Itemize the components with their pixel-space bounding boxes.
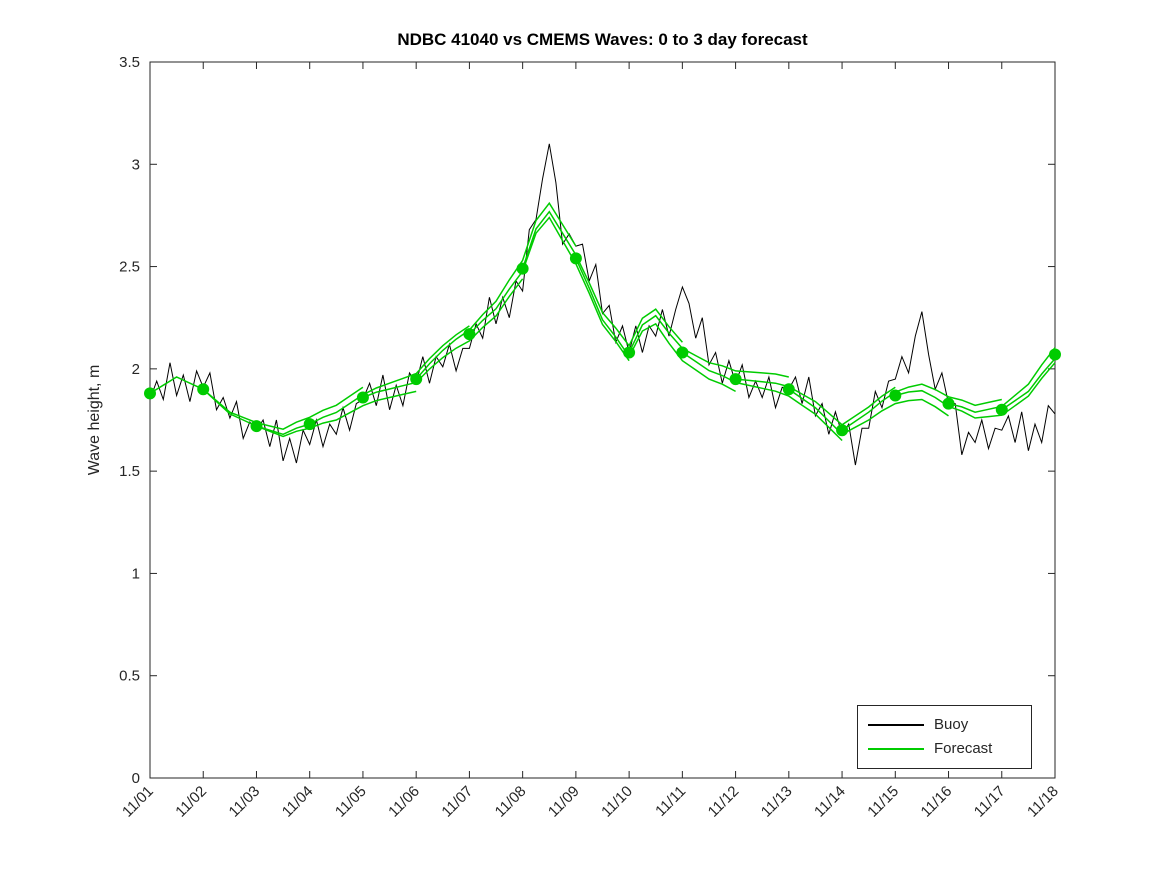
legend-label-forecast: Forecast xyxy=(934,740,993,757)
svg-text:11/04: 11/04 xyxy=(279,783,317,821)
y-axis-label: Wave height, m xyxy=(86,364,103,476)
svg-text:11/12: 11/12 xyxy=(705,783,743,821)
svg-text:1.5: 1.5 xyxy=(119,463,140,480)
svg-text:11/18: 11/18 xyxy=(1024,783,1062,821)
legend-row-buoy: Buoy xyxy=(858,713,1031,737)
svg-text:1: 1 xyxy=(132,565,140,582)
svg-text:11/09: 11/09 xyxy=(545,783,583,821)
svg-text:11/13: 11/13 xyxy=(758,783,796,821)
svg-text:11/11: 11/11 xyxy=(652,783,689,820)
svg-text:11/05: 11/05 xyxy=(332,783,370,821)
buoy-line-sample xyxy=(868,724,924,726)
svg-text:2: 2 xyxy=(132,361,140,378)
legend-row-forecast: Forecast xyxy=(858,737,1031,761)
svg-text:3: 3 xyxy=(132,156,140,173)
svg-text:11/01: 11/01 xyxy=(119,783,157,821)
svg-text:2.5: 2.5 xyxy=(119,259,140,276)
svg-text:11/07: 11/07 xyxy=(438,783,476,821)
legend: Buoy Forecast xyxy=(857,705,1032,769)
svg-text:3.5: 3.5 xyxy=(119,54,140,71)
svg-text:11/02: 11/02 xyxy=(172,783,210,821)
svg-text:11/16: 11/16 xyxy=(918,783,956,821)
svg-text:0: 0 xyxy=(132,770,140,787)
svg-text:11/03: 11/03 xyxy=(226,783,264,821)
svg-text:11/08: 11/08 xyxy=(492,783,530,821)
svg-text:11/14: 11/14 xyxy=(811,783,849,821)
svg-text:0.5: 0.5 xyxy=(119,668,140,685)
svg-text:11/15: 11/15 xyxy=(864,783,902,821)
svg-text:11/10: 11/10 xyxy=(598,783,636,821)
chart-title: NDBC 41040 vs CMEMS Waves: 0 to 3 day fo… xyxy=(397,30,808,49)
forecast-line-sample xyxy=(868,748,924,750)
svg-text:11/06: 11/06 xyxy=(385,783,423,821)
svg-text:11/17: 11/17 xyxy=(971,783,1009,821)
legend-label-buoy: Buoy xyxy=(934,716,969,733)
